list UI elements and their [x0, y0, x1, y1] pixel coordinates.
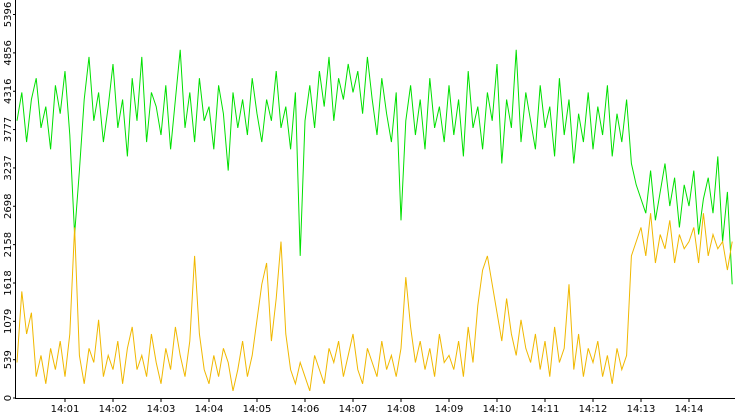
- x-tick-label: 14:02: [99, 404, 128, 415]
- series-line: [16, 213, 733, 392]
- x-tick-label: 14:09: [435, 404, 464, 415]
- y-tick-label: 1618: [3, 270, 14, 295]
- y-tick-label: 1079: [3, 309, 14, 334]
- y-tick-label: 539: [3, 350, 14, 369]
- x-tick-label: 14:11: [531, 404, 560, 415]
- x-tick-label: 14:04: [195, 404, 224, 415]
- y-tick-label: 0: [3, 395, 14, 401]
- x-tick-label: 14:07: [339, 404, 368, 415]
- x-tick-label: 14:13: [627, 404, 656, 415]
- y-tick-label: 2698: [3, 194, 14, 219]
- y-tick-label: 4316: [3, 79, 14, 104]
- x-tick-label: 14:05: [243, 404, 272, 415]
- x-tick-label: 14:01: [51, 404, 80, 415]
- y-tick-label: 4856: [3, 40, 14, 65]
- y-tick-label: 5396: [3, 2, 14, 27]
- y-tick-label: 2158: [3, 232, 14, 257]
- y-tick-label: 3237: [3, 155, 14, 180]
- x-tick-label: 14:03: [147, 404, 176, 415]
- y-tick-label: 3777: [3, 117, 14, 142]
- x-tick-label: 14:10: [483, 404, 512, 415]
- x-tick-label: 14:06: [291, 404, 320, 415]
- series-line: [16, 49, 733, 285]
- x-tick-label: 14:12: [579, 404, 608, 415]
- x-tick-label: 14:14: [675, 404, 704, 415]
- x-tick-label: 14:08: [387, 404, 416, 415]
